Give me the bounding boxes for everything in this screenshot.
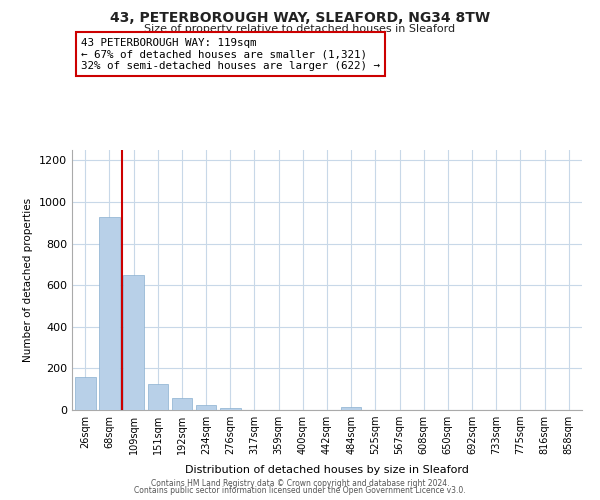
X-axis label: Distribution of detached houses by size in Sleaford: Distribution of detached houses by size … [185, 466, 469, 475]
Text: 43, PETERBOROUGH WAY, SLEAFORD, NG34 8TW: 43, PETERBOROUGH WAY, SLEAFORD, NG34 8TW [110, 11, 490, 25]
Bar [172, 398, 192, 410]
Bar [99, 216, 120, 410]
Bar [196, 405, 217, 410]
Bar [148, 384, 168, 410]
Bar [75, 376, 95, 410]
Bar [124, 275, 144, 410]
Text: Size of property relative to detached houses in Sleaford: Size of property relative to detached ho… [145, 24, 455, 34]
Bar [341, 407, 361, 410]
Bar [220, 408, 241, 410]
Text: Contains HM Land Registry data © Crown copyright and database right 2024.: Contains HM Land Registry data © Crown c… [151, 478, 449, 488]
Y-axis label: Number of detached properties: Number of detached properties [23, 198, 34, 362]
Text: Contains public sector information licensed under the Open Government Licence v3: Contains public sector information licen… [134, 486, 466, 495]
Text: 43 PETERBOROUGH WAY: 119sqm
← 67% of detached houses are smaller (1,321)
32% of : 43 PETERBOROUGH WAY: 119sqm ← 67% of det… [81, 38, 380, 70]
